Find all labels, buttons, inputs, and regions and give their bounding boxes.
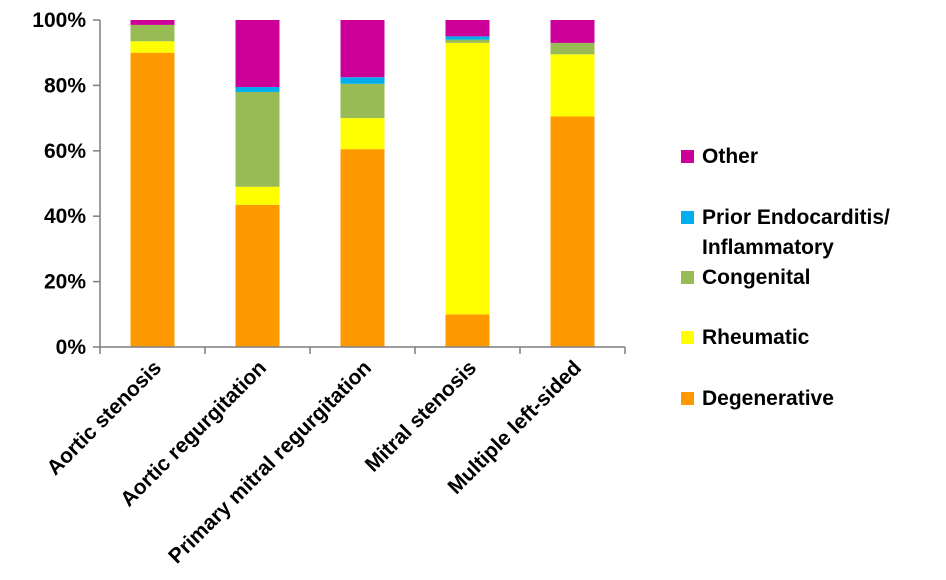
legend-label: Degenerative: [702, 387, 834, 410]
legend-item: Rheumatic: [681, 326, 810, 349]
bar-segment: [550, 54, 595, 117]
bar-segment: [235, 87, 280, 92]
x-category-label: Aortic stenosis: [42, 356, 166, 480]
y-tick-label: 20%: [44, 271, 86, 294]
bar-segment: [445, 20, 490, 37]
bar-stack: [550, 20, 595, 347]
bar-segment: [340, 118, 385, 150]
legend-item: Degenerative: [681, 387, 834, 410]
y-tick-label: 80%: [44, 74, 86, 97]
legend-label-line: Inflammatory: [702, 236, 834, 259]
bar-segment: [235, 91, 280, 187]
x-category-label: Mitral stenosis: [361, 356, 481, 476]
legend-label: Rheumatic: [702, 326, 810, 349]
bar-segment: [550, 20, 595, 43]
bar-segment: [340, 20, 385, 78]
bar-segment: [235, 20, 280, 88]
bar-segment: [340, 149, 385, 347]
bar-segment: [130, 41, 175, 53]
bar-segment: [550, 42, 595, 55]
legend-swatch: [681, 150, 694, 163]
legend-swatch: [681, 271, 694, 284]
legend-swatch: [681, 211, 694, 224]
bar-segment: [445, 36, 490, 40]
bar-segment: [340, 83, 385, 119]
bar-segment: [235, 186, 280, 205]
y-axis: 0% 20% 40% 60% 80% 100%: [32, 9, 101, 359]
bar-segment: [340, 77, 385, 84]
legend-label: Other: [702, 145, 758, 168]
bar-stack: [130, 20, 175, 347]
y-tick-label: 0%: [56, 336, 87, 359]
bar-stack: [235, 20, 280, 347]
bar-stack: [340, 20, 385, 347]
x-category-label: Primary mitral regurgitation: [164, 356, 376, 568]
y-tick-label: 60%: [44, 140, 86, 163]
bar-segment: [445, 314, 490, 347]
bars: [130, 20, 595, 347]
y-tick-label: 100%: [32, 9, 86, 32]
legend-label-line: Prior Endocarditis/: [702, 206, 890, 229]
bar-segment: [445, 42, 490, 315]
bar-segment: [130, 20, 175, 25]
bar-segment: [130, 52, 175, 347]
legend-item: Congenital: [681, 266, 811, 289]
legend: Other Prior Endocarditis/Inflammatory Cong…: [681, 145, 890, 410]
legend-label: Congenital: [702, 266, 811, 289]
bar-segment: [445, 39, 490, 43]
legend-swatch: [681, 392, 694, 405]
bar-segment: [130, 24, 175, 42]
legend-swatch: [681, 331, 694, 344]
bar-segment: [550, 116, 595, 347]
legend-item: Prior Endocarditis/Inflammatory: [681, 206, 890, 259]
y-tick-label: 40%: [44, 205, 86, 228]
legend-item: Other: [681, 145, 758, 168]
bar-segment: [235, 204, 280, 347]
bar-stack: [445, 20, 490, 347]
